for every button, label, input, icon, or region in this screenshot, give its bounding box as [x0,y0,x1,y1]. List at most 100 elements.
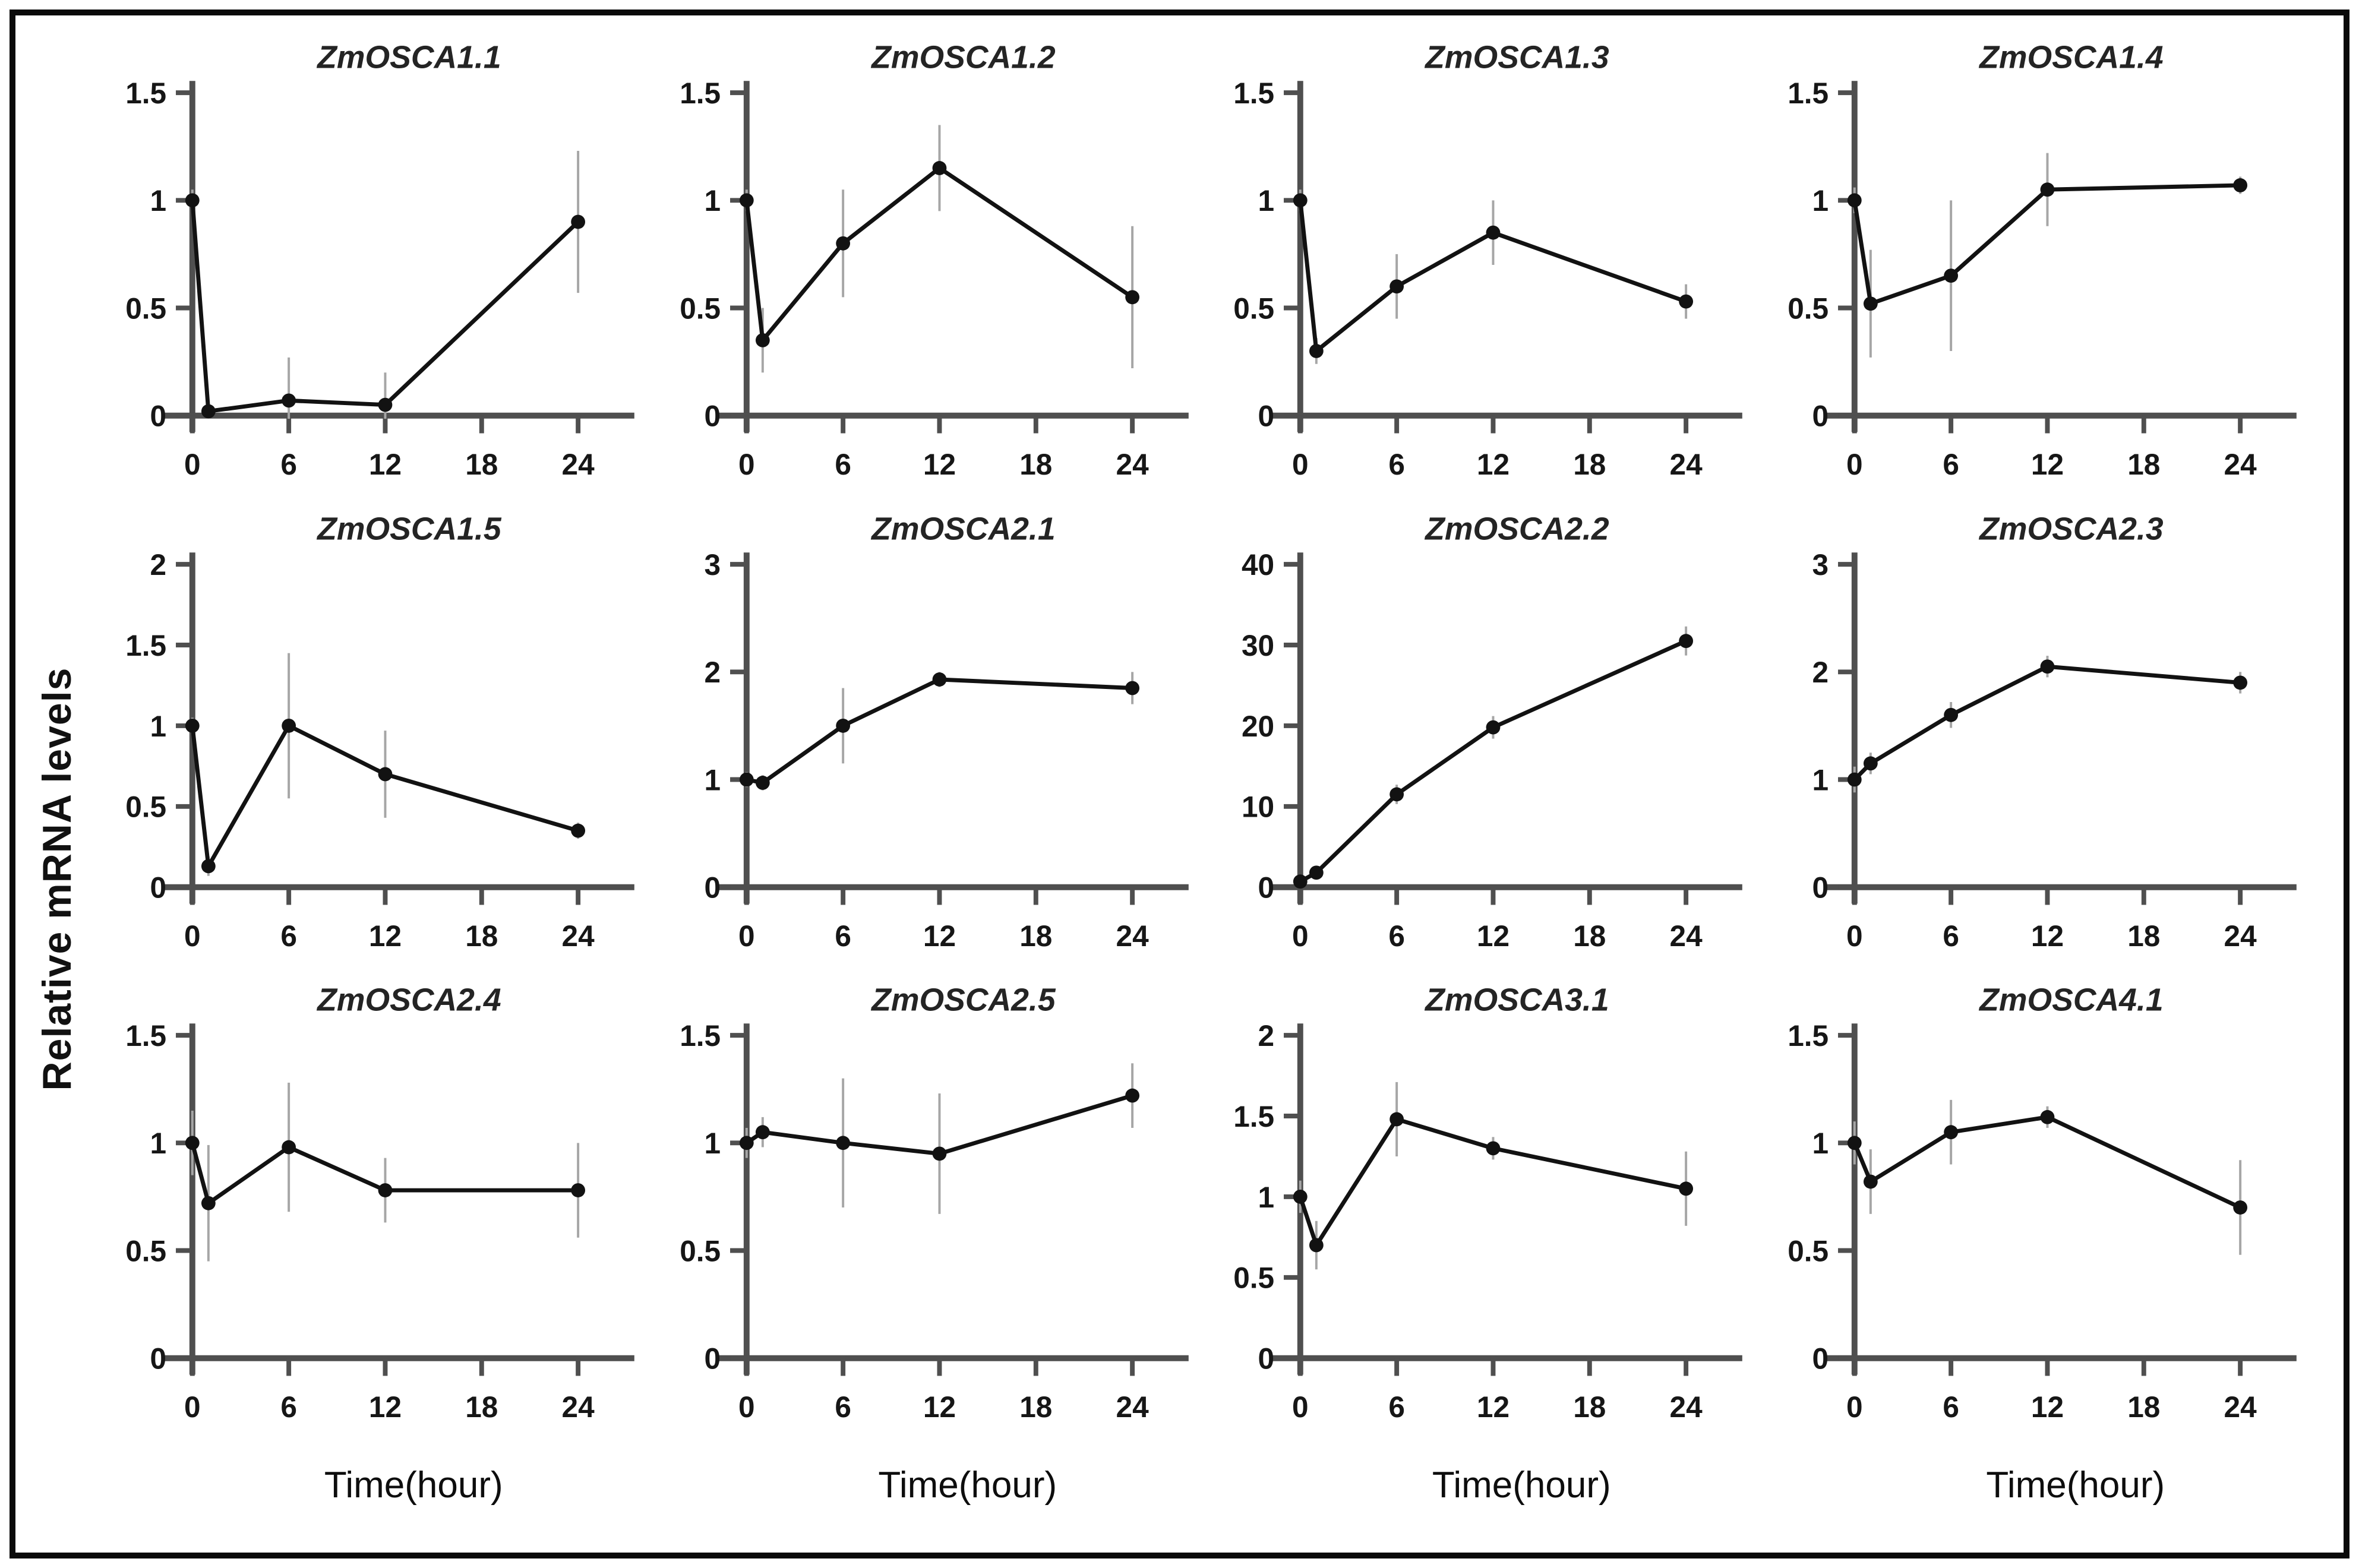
data-point [2232,1200,2247,1215]
data-point [2040,182,2054,197]
data-line [1852,1115,2243,1210]
x-tick-label: 6 [1943,448,1959,481]
axes [1826,81,2297,434]
y-tick-label: 0.5 [125,1235,166,1268]
y-tick-label: 1 [704,184,721,217]
subplot-zmosca4-1: ZmOSCA4.1 0 0.5 1 1.5 0 6 12 18 24 [1766,969,2320,1441]
y-tick-label: 2 [150,548,167,581]
x-tick-label: 6 [1388,1390,1405,1424]
x-tick-label: 24 [2224,1390,2257,1424]
tick-labels: 0 0.5 1 1.5 0 6 12 18 24 [1788,1019,2257,1424]
chart-title: ZmOSCA2.2 [1424,511,1609,546]
tick-labels: 0 0.5 1 1.5 0 6 12 18 24 [125,77,595,481]
data-point [2232,675,2247,690]
subplot-zmosca1-2: ZmOSCA1.2 0 0.5 1 1.5 0 6 12 18 24 [658,27,1212,498]
y-tick-label: 0 [704,400,721,433]
data-points [739,672,1139,790]
data-line [1852,664,2243,782]
x-axis-title-col2: Time(hour) [878,1464,1057,1506]
y-tick-label: 1 [704,1127,721,1160]
x-tick-label: 18 [465,919,498,953]
chart-svg-ZmOSCA4.1: ZmOSCA4.1 0 0.5 1 1.5 0 6 12 18 24 [1788,983,2297,1424]
subplot-zmosca2-1: ZmOSCA2.1 0 1 2 3 0 6 12 18 24 [658,498,1212,970]
data-point [755,775,770,790]
axes [1272,81,1742,434]
axes [164,1023,634,1376]
y-tick-label: 0.5 [125,790,166,823]
x-axis-titles: Time(hour) Time(hour) Time(hour) Time(ho… [104,1434,2320,1535]
data-point [2040,659,2054,674]
data-point [1125,681,1139,696]
y-tick-label: 0 [150,400,167,433]
data-point [1943,707,1958,722]
x-tick-label: 24 [1670,1390,1703,1424]
data-point [1863,1174,1878,1189]
data-points [739,1088,1139,1161]
data-point [1679,294,1694,309]
data-point [282,393,296,408]
chart-svg-ZmOSCA1.5: ZmOSCA1.5 0 0.5 1 1.5 2 0 6 12 18 24 [125,511,634,953]
y-tick-label: 0.5 [1233,292,1274,325]
x-tick-label: 12 [2030,1390,2063,1424]
axes [1826,1023,2297,1376]
x-tick-label: 0 [184,448,201,481]
data-point [1486,225,1501,240]
y-tick-label: 0 [1812,1342,1829,1376]
tick-labels: 0 0.5 1 1.5 2 0 6 12 18 24 [125,548,595,953]
y-tick-label: 3 [1812,548,1829,581]
y-tick-label: 2 [1258,1019,1275,1052]
x-tick-label: 0 [1292,919,1309,953]
x-tick-label: 6 [1388,919,1405,953]
data-point [835,718,850,733]
x-tick-label: 18 [1019,919,1052,953]
data-point [1309,865,1324,880]
x-tick-label: 0 [1846,919,1863,953]
x-axis-title-col4: Time(hour) [1986,1464,2165,1506]
x-tick-label: 24 [1670,919,1703,953]
x-tick-label: 18 [1573,919,1606,953]
y-tick-label: 0 [1812,400,1829,433]
chart-title: ZmOSCA3.1 [1424,983,1609,1018]
data-points [1847,1110,2247,1215]
data-point [835,236,850,251]
x-tick-label: 24 [1116,448,1149,481]
data-line [1298,638,1688,884]
x-tick-label: 6 [1388,448,1405,481]
y-tick-label: 0.5 [1788,1235,1829,1268]
data-point [571,1183,586,1198]
data-point [1863,756,1878,770]
y-tick-label: 1.5 [1788,1019,1829,1052]
tick-labels: 0 0.5 1 1.5 0 6 12 18 24 [1788,77,2257,481]
y-tick-label: 20 [1242,709,1274,742]
chart-title: ZmOSCA1.5 [316,511,502,546]
data-point [1309,344,1324,358]
y-tick-label: 1 [1258,184,1275,217]
data-point [739,193,754,208]
y-tick-label: 30 [1242,628,1274,662]
x-tick-label: 12 [923,919,955,953]
axes [1272,1023,1742,1376]
y-tick-label: 1 [1812,763,1829,796]
axes [164,81,634,434]
data-point [1847,1136,1862,1150]
x-tick-label: 12 [369,919,402,953]
y-tick-label: 1.5 [1233,77,1274,110]
axes [718,81,1189,434]
data-point [755,333,770,347]
x-tick-label: 0 [738,448,755,481]
data-point [2040,1110,2054,1124]
y-tick-label: 1 [1812,184,1829,217]
data-point [185,718,200,733]
data-point [755,1125,770,1140]
data-points [1293,1112,1694,1253]
x-tick-label: 0 [184,1390,201,1424]
axes [1826,552,2297,905]
data-point [1679,633,1694,648]
x-tick-label: 12 [369,1390,402,1424]
y-tick-label: 1.5 [1788,77,1829,110]
x-tick-label: 24 [1116,1390,1149,1424]
x-tick-label: 6 [1943,919,1959,953]
data-point [1293,193,1308,208]
